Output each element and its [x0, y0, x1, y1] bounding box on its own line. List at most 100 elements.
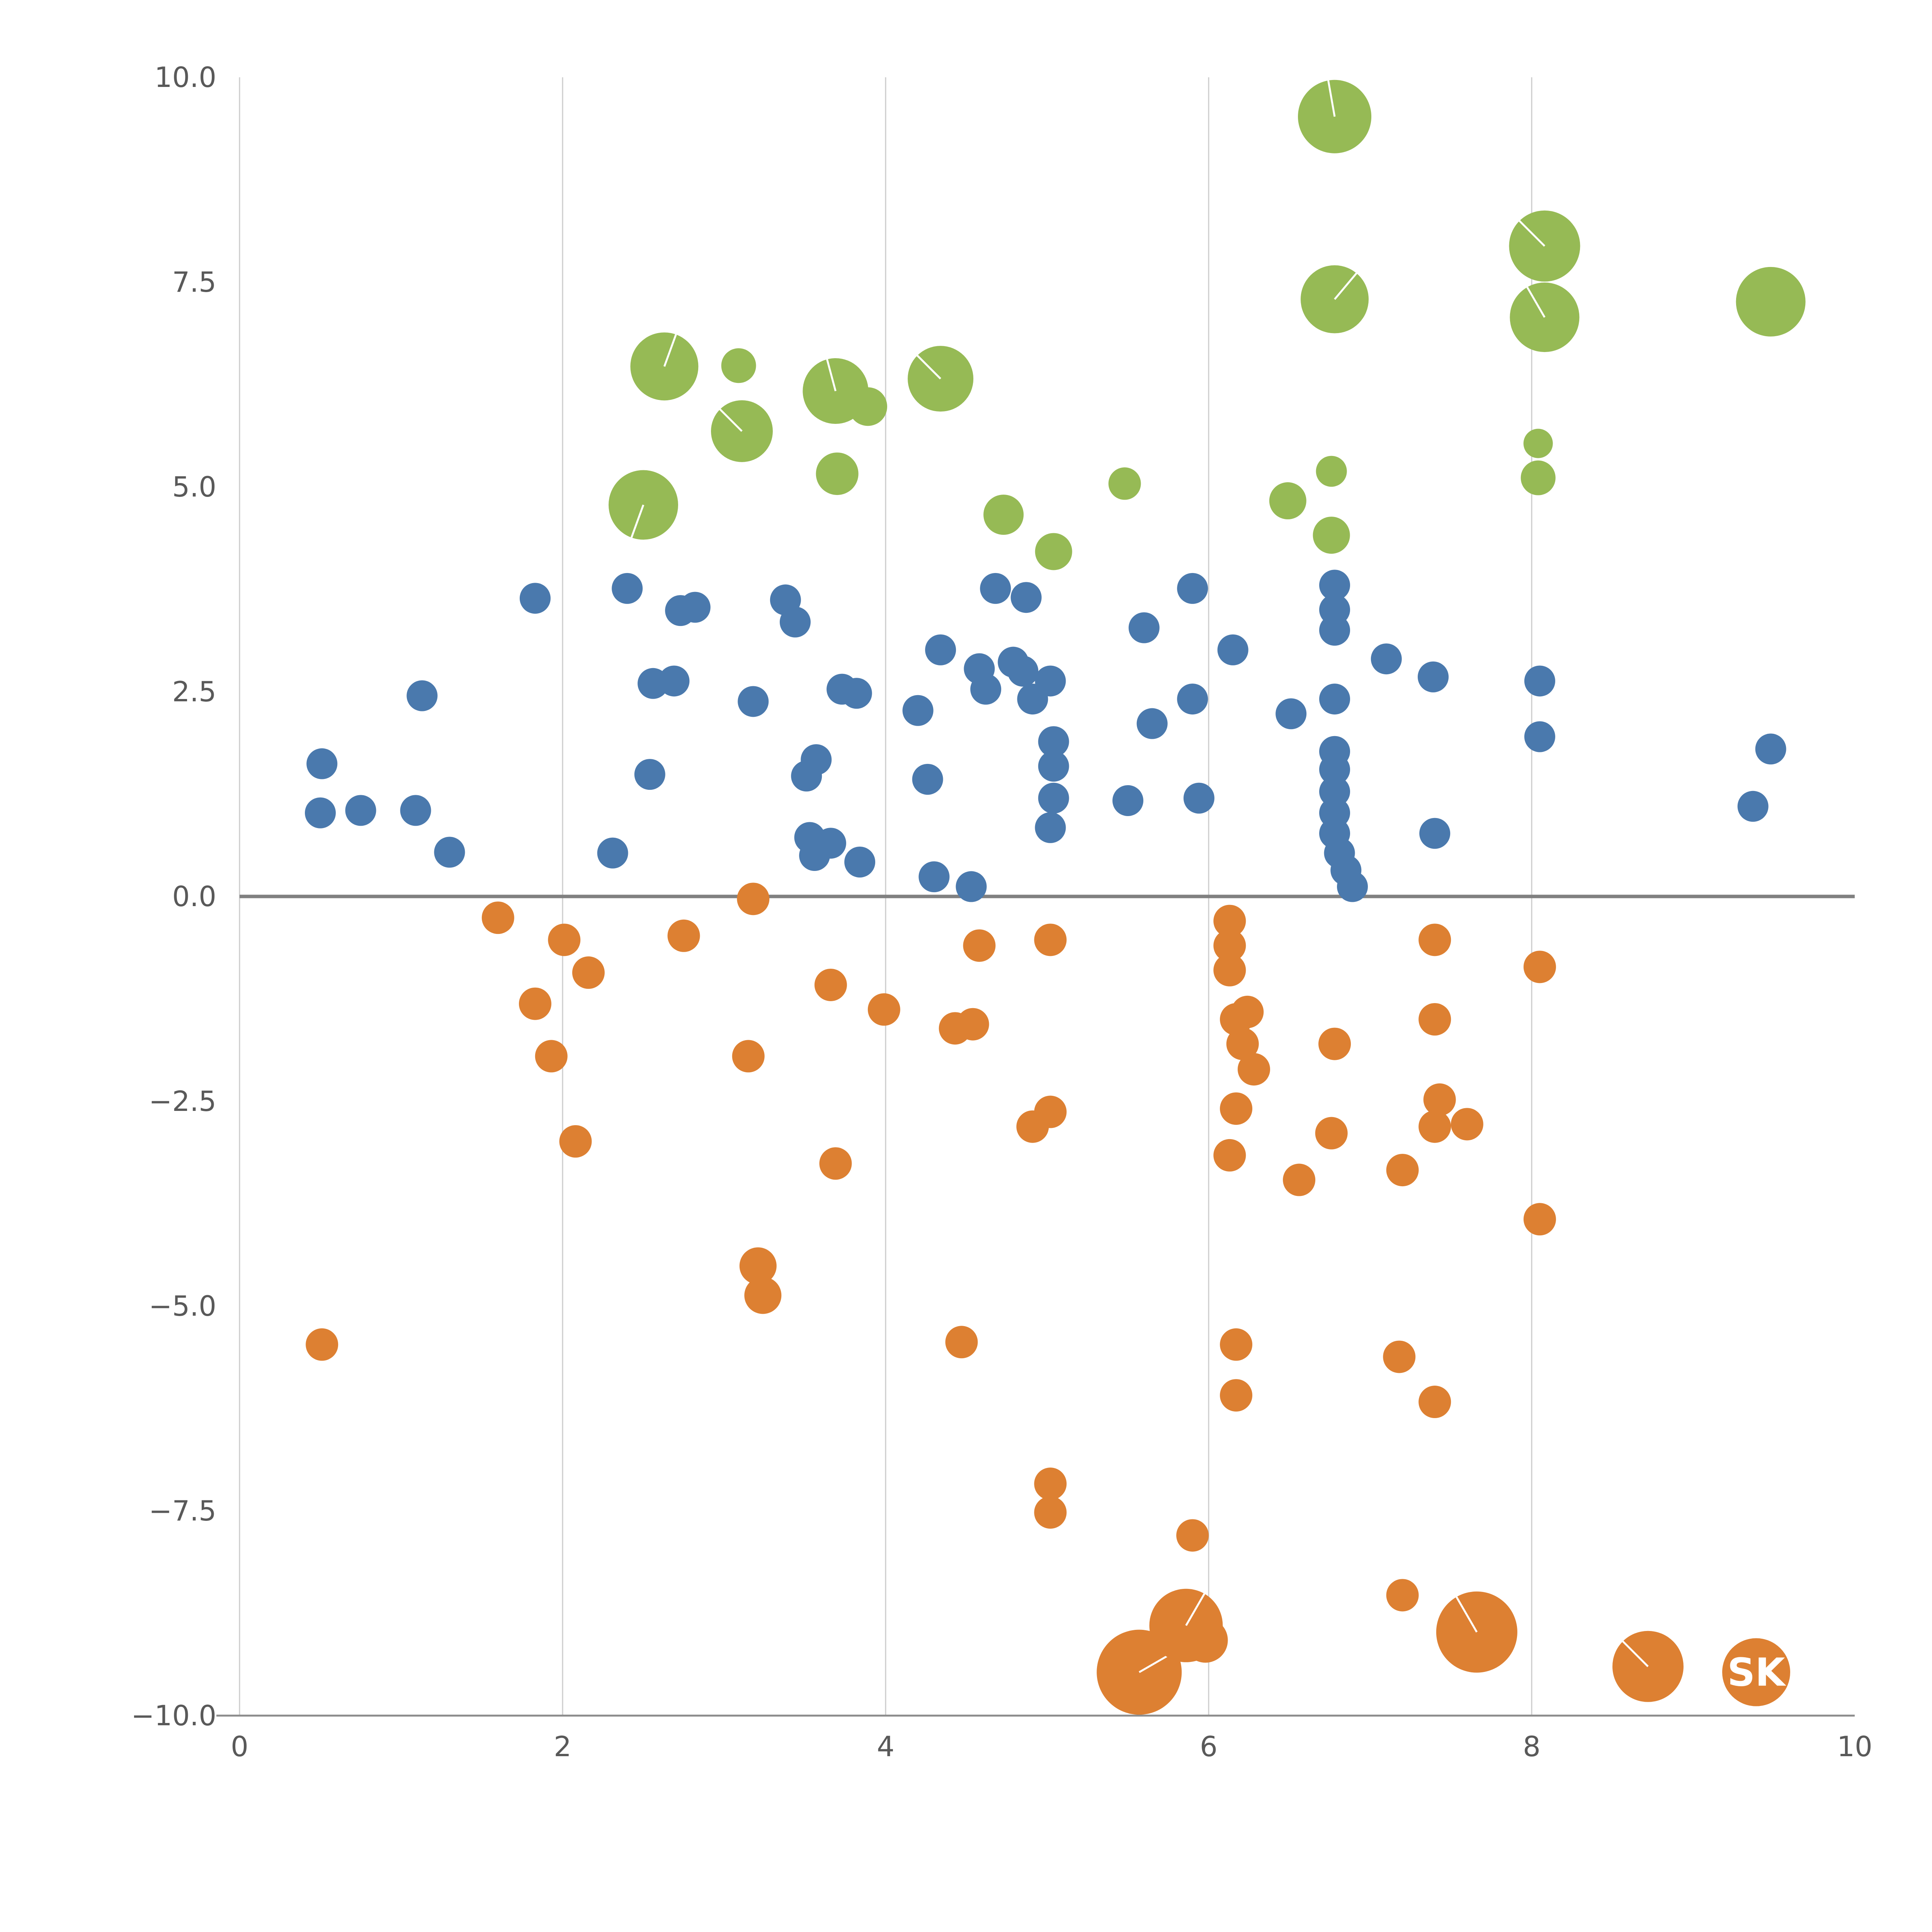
data-point-orange [1423, 1083, 1456, 1116]
data-point-green [1523, 429, 1553, 458]
data-point-blue [738, 686, 769, 717]
x-tick-label: 8 [1523, 1730, 1541, 1763]
data-point-blue [1038, 750, 1069, 782]
data-point-blue [779, 606, 811, 638]
marker-slash [630, 504, 645, 538]
data-point-green [721, 348, 756, 383]
data-point-blue [956, 871, 987, 902]
data-point-blue [1371, 643, 1402, 675]
data-point-blue [1136, 708, 1168, 739]
data-point-blue [925, 634, 956, 665]
marker-slash [826, 359, 837, 391]
data-point-blue [1010, 582, 1042, 613]
data-point-blue [1217, 634, 1248, 665]
data-point-orange [1183, 1617, 1228, 1663]
data-point-orange [732, 1040, 765, 1073]
x-tick-label: 4 [877, 1730, 895, 1763]
data-point-orange [1318, 1027, 1351, 1060]
data-point-blue [1337, 871, 1368, 902]
data-point-blue [1177, 684, 1208, 715]
data-point-orange [1386, 1154, 1419, 1187]
data-point-orange [867, 993, 900, 1026]
y-tick-label: 0.0 [172, 880, 216, 913]
data-point-blue [801, 744, 832, 775]
data-point-blue [1128, 612, 1160, 643]
data-point-orange [1283, 1163, 1316, 1196]
data-point-blue [841, 678, 872, 709]
data-point-blue [1524, 665, 1555, 697]
x-tick-label: 2 [554, 1730, 571, 1763]
data-point-orange [1238, 1053, 1270, 1086]
data-point-blue [844, 846, 876, 878]
x-tick-label: 6 [1200, 1730, 1218, 1763]
data-point-orange [1034, 923, 1067, 956]
data-point-orange [1220, 1328, 1253, 1361]
y-tick-label: −7.5 [149, 1495, 216, 1527]
data-point-blue [1035, 812, 1066, 843]
y-tick-label: 7.5 [172, 266, 216, 298]
data-point-blue [658, 665, 690, 697]
marker-slash [1622, 1640, 1649, 1667]
data-point-orange [1220, 1092, 1253, 1125]
data-point-orange [1418, 1386, 1451, 1418]
data-point-blue [1319, 684, 1350, 715]
data-point-orange [814, 968, 847, 1001]
data-point-orange [519, 987, 551, 1020]
data-point-blue [902, 695, 934, 726]
data-point-green [1269, 482, 1306, 520]
data-point-orange [1418, 1110, 1451, 1143]
data-point-green [849, 387, 888, 426]
data-point-blue [1038, 726, 1069, 757]
data-point-green [1108, 467, 1141, 500]
data-point-orange [667, 919, 700, 952]
y-tick-label: 10.0 [155, 61, 216, 94]
annotation-label: SK [1727, 1650, 1786, 1695]
y-tick-label: −10.0 [131, 1699, 216, 1732]
data-point-blue [1319, 570, 1350, 601]
data-point-green [983, 495, 1024, 535]
data-point-orange [1213, 929, 1246, 962]
data-point-orange [1231, 995, 1264, 1028]
marker-slash [719, 408, 743, 432]
marker-slash [1185, 1593, 1206, 1626]
data-point-blue [1035, 665, 1066, 697]
data-point-orange [1220, 1379, 1253, 1412]
data-point-orange [1418, 923, 1451, 956]
data-point-blue [1418, 661, 1449, 692]
data-point-blue [679, 592, 711, 623]
data-point-blue [980, 573, 1011, 604]
data-point-orange [1418, 1003, 1451, 1036]
data-point-orange [572, 956, 605, 989]
y-tick-label: 5.0 [172, 471, 216, 503]
data-point-blue [1524, 721, 1555, 752]
data-point-orange [737, 883, 770, 915]
data-point-orange [1034, 1468, 1067, 1500]
data-point-green [1316, 456, 1347, 487]
data-point-green [1520, 460, 1556, 495]
data-point-orange [963, 929, 996, 962]
y-tick-label: −2.5 [149, 1085, 216, 1117]
data-point-blue [400, 795, 431, 826]
data-point-orange [1034, 1095, 1067, 1128]
data-point-orange [1213, 954, 1246, 986]
data-point-blue [1319, 754, 1350, 785]
data-point-blue [1276, 698, 1307, 730]
data-point-blue [306, 748, 338, 779]
marker-slash [1526, 286, 1546, 318]
data-point-blue [1038, 782, 1069, 814]
data-point-orange [1383, 1340, 1416, 1373]
marker-slash [663, 334, 677, 367]
data-point-blue [634, 759, 665, 790]
data-point-blue [918, 861, 950, 893]
data-point-orange [559, 1125, 592, 1158]
data-point-blue [519, 583, 551, 614]
data-point-green [816, 452, 859, 495]
data-point-blue [1319, 615, 1350, 646]
data-point-orange [1034, 1496, 1067, 1529]
marker-slash [1334, 272, 1357, 300]
data-point-orange [1523, 1203, 1556, 1236]
data-point-blue [1112, 785, 1143, 816]
data-point-orange [1315, 1117, 1348, 1150]
data-point-blue [970, 673, 1002, 705]
